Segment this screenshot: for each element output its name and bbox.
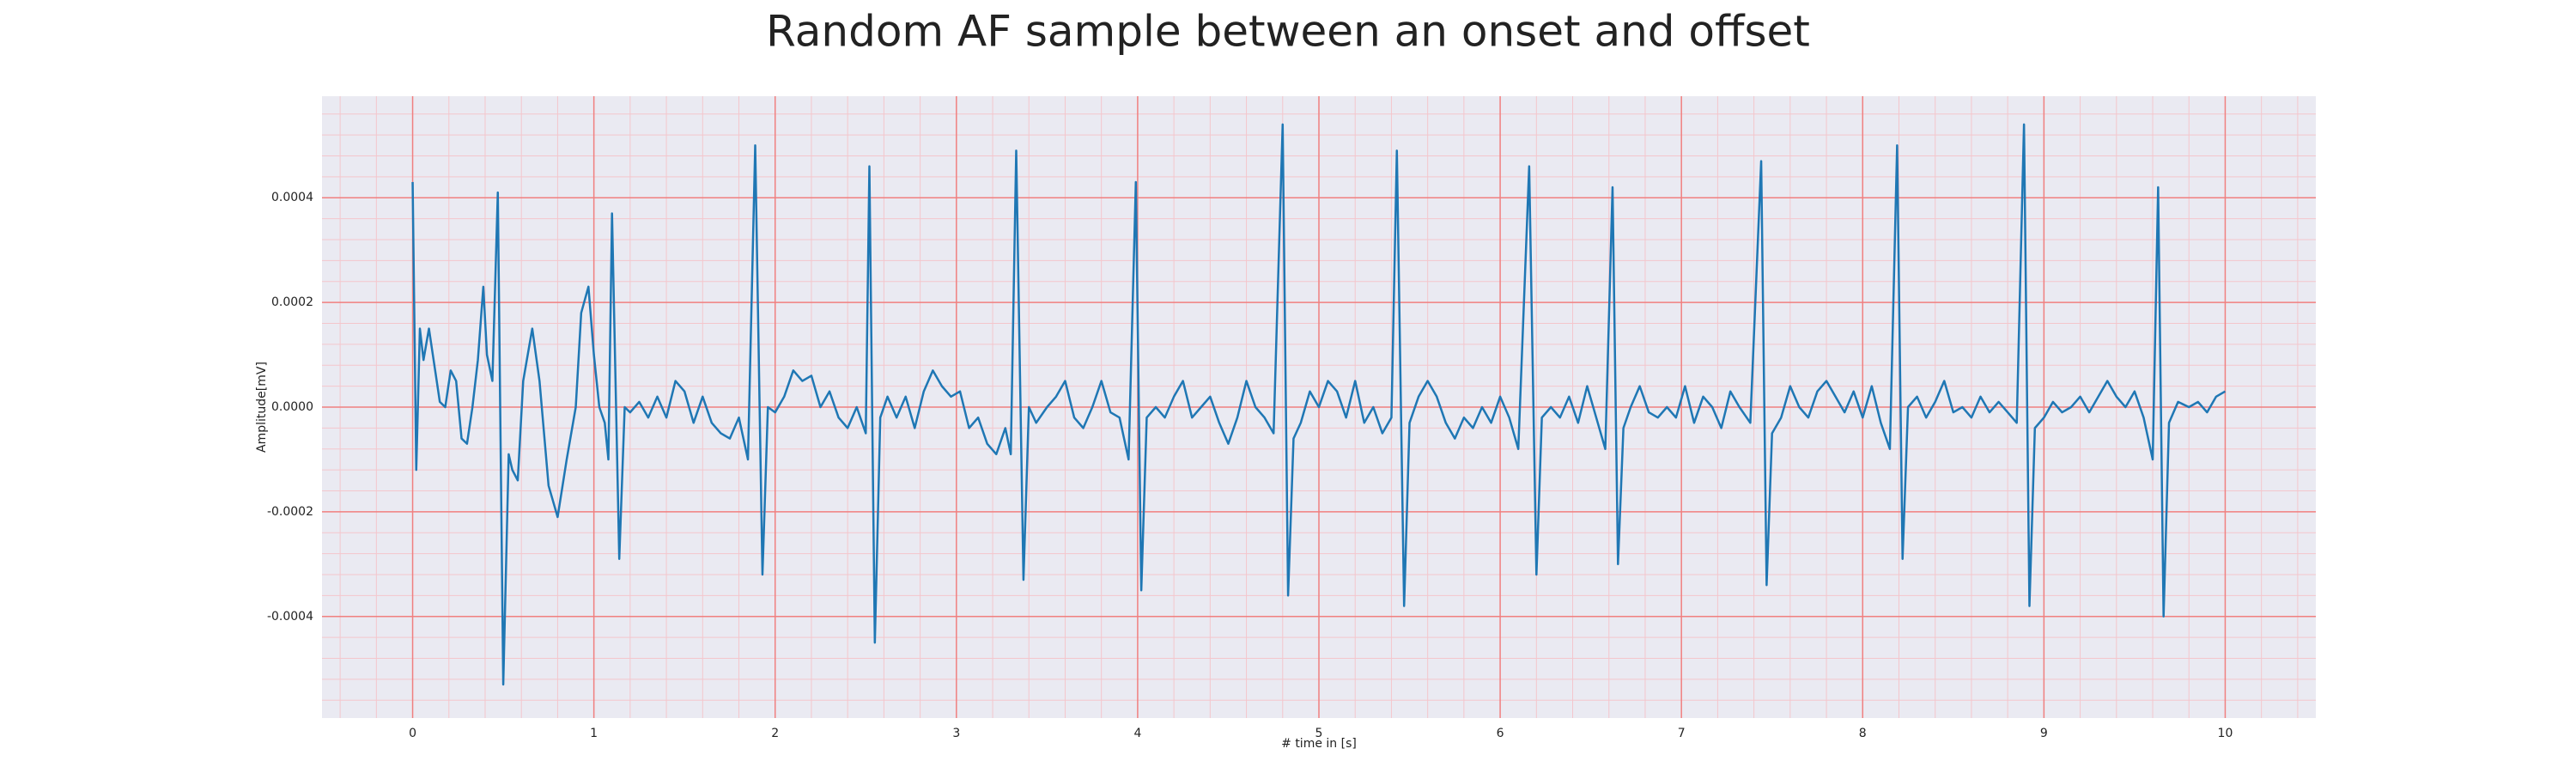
x-tick-label: 2	[771, 727, 779, 740]
signal-line	[411, 123, 2227, 686]
x-tick-label: 9	[2040, 727, 2048, 740]
y-tick-label: -0.0004	[267, 610, 313, 624]
x-tick-label: 6	[1497, 727, 1504, 740]
chart-title: Random AF sample between an onset and of…	[766, 7, 1810, 57]
y-tick-label: 0.0004	[271, 191, 313, 204]
x-tick-label: 1	[590, 727, 598, 740]
x-tick-label: 3	[952, 727, 960, 740]
y-tick-label: 0.0000	[271, 400, 313, 414]
y-axis-label: Amplitude[mV]	[255, 362, 269, 453]
x-tick-label: 4	[1133, 727, 1141, 740]
x-tick-label: 10	[2218, 727, 2233, 740]
x-tick-label: 7	[1678, 727, 1686, 740]
y-tick-label: 0.0002	[271, 295, 313, 309]
x-tick-label: 8	[1859, 727, 1867, 740]
y-tick-label: -0.0002	[267, 505, 313, 519]
x-tick-label: 5	[1315, 727, 1323, 740]
x-tick-label: 0	[409, 727, 416, 740]
x-axis-label: # time in [s]	[1281, 737, 1357, 751]
